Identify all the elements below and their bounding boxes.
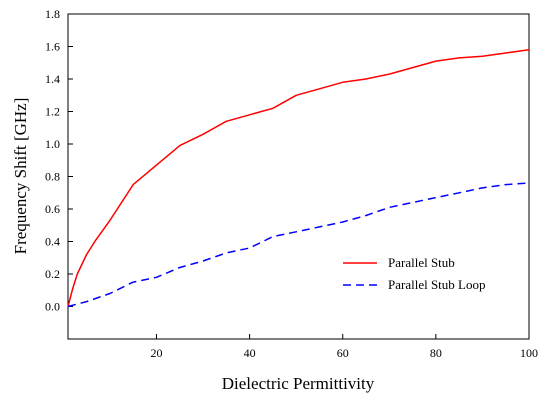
y-tick-label: 1.8: [45, 7, 60, 21]
legend: Parallel Stub Parallel Stub Loop: [343, 255, 486, 292]
y-tick-label: 1.0: [45, 137, 60, 151]
y-axis-title: Frequency Shift [GHz]: [11, 98, 30, 255]
x-axis-title: Dielectric Permittivity: [222, 374, 375, 393]
y-tick-label: 0.4: [45, 235, 60, 249]
x-axis-ticks: 20 40 60 80 100: [150, 334, 538, 360]
y-axis-ticks: 0.0 0.2 0.4 0.6 0.8 1.0 1.2 1.4 1.6 1.8: [45, 7, 73, 314]
y-tick-label: 0.6: [45, 202, 60, 216]
y-tick-label: 1.4: [45, 72, 60, 86]
series-lines: [67, 49, 530, 308]
y-tick-label: 0.0: [45, 300, 60, 314]
x-tick-label: 20: [150, 346, 162, 360]
y-tick-label: 1.6: [45, 40, 60, 54]
series-line-2: [67, 182, 530, 308]
x-tick-label: 100: [520, 346, 538, 360]
legend-label-1: Parallel Stub: [388, 255, 455, 270]
series-line-1: [67, 49, 530, 307]
y-tick-label: 1.2: [45, 105, 60, 119]
y-tick-label: 0.8: [45, 170, 60, 184]
y-tick-label: 0.2: [45, 267, 60, 281]
x-tick-label: 60: [337, 346, 349, 360]
x-tick-label: 80: [430, 346, 442, 360]
x-tick-label: 40: [244, 346, 256, 360]
legend-label-2: Parallel Stub Loop: [388, 277, 486, 292]
